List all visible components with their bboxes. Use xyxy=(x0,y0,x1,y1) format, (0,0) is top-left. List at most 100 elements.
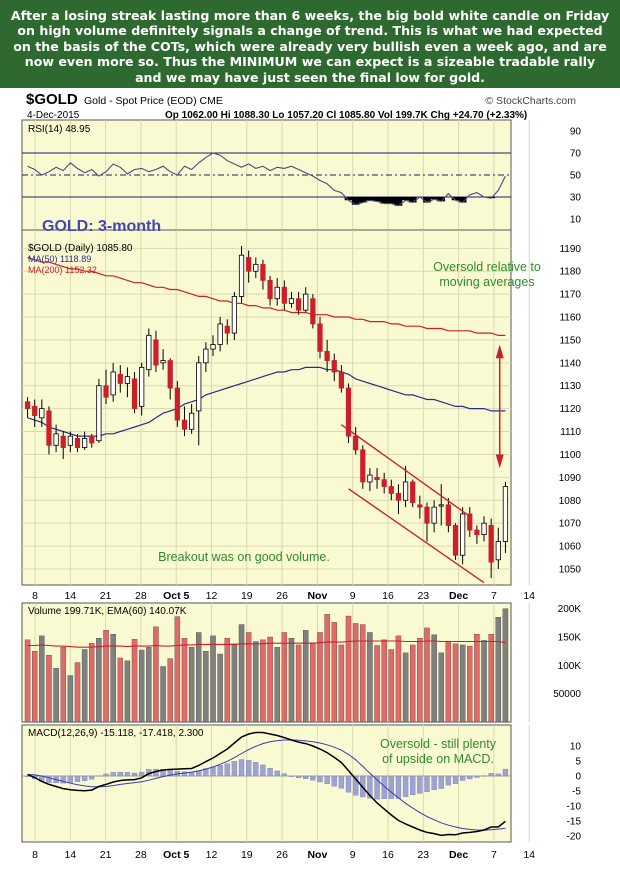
x-tick-label-bottom: 26 xyxy=(276,849,288,861)
up-candle xyxy=(438,504,444,507)
up-candle xyxy=(39,408,45,419)
macd-histogram-bar xyxy=(281,773,287,777)
chart-symbol: $GOLD xyxy=(26,91,78,108)
down-candle xyxy=(131,378,138,410)
volume-bar xyxy=(89,643,95,723)
volume-bar xyxy=(110,634,116,723)
x-tick-label-bottom: 7 xyxy=(491,849,497,861)
macd-histogram-bar xyxy=(110,772,116,777)
x-tick-label-bottom: 23 xyxy=(417,849,429,861)
macd-histogram-bar xyxy=(353,775,359,796)
up-candle xyxy=(203,348,209,364)
price-tick-label: 1190 xyxy=(559,244,581,255)
x-tick-label-top: 28 xyxy=(135,590,147,602)
down-candle xyxy=(267,279,273,300)
down-candle xyxy=(167,360,173,389)
up-candle xyxy=(367,474,373,483)
macd-histogram-bar xyxy=(74,775,81,782)
x-tick-label-top: 14 xyxy=(523,590,535,602)
ma50-line xyxy=(27,366,506,437)
channel-upper-line xyxy=(340,424,471,517)
volume-bar xyxy=(53,668,59,723)
price-tick-label: 1070 xyxy=(559,519,582,530)
macd-tick-label: 5 xyxy=(575,757,581,768)
macd-tick-label: -15 xyxy=(567,817,582,828)
volume-bar xyxy=(131,639,138,723)
volume-bar xyxy=(117,657,124,723)
down-candle xyxy=(331,360,337,373)
volume-bar xyxy=(288,637,295,723)
legend-ma50: MA(50) 1118.89 xyxy=(28,254,91,264)
macd-histogram-bar xyxy=(452,775,459,784)
price-tick-label: 1110 xyxy=(560,427,581,438)
volume-bar xyxy=(96,637,102,723)
volume-bar xyxy=(381,639,387,723)
annotation-macd-line1: Oversold - still plenty xyxy=(380,737,497,751)
down-candle xyxy=(445,504,451,526)
macd-histogram-bar xyxy=(181,771,188,777)
price-tick-label: 1100 xyxy=(559,450,581,461)
macd-histogram-bar xyxy=(367,775,373,799)
price-tick-label: 1170 xyxy=(559,290,581,301)
macd-histogram-bar xyxy=(438,775,444,789)
up-candle xyxy=(502,486,509,542)
x-tick-label-top: 26 xyxy=(276,590,288,602)
macd-histogram-bar xyxy=(246,760,252,777)
volume-bar xyxy=(81,649,88,723)
macd-histogram-bar xyxy=(502,768,509,777)
macd-histogram-bar xyxy=(410,775,416,796)
macd-histogram-bar xyxy=(217,765,223,777)
volume-bar xyxy=(388,649,395,723)
up-candle xyxy=(217,323,223,345)
commentary-text: After a losing streak lasting more than … xyxy=(10,8,610,85)
macd-histogram-bar xyxy=(310,775,316,781)
price-panel-title: GOLD: 3-month xyxy=(42,218,161,235)
rsi-tick-label: 30 xyxy=(570,193,582,204)
macd-histogram-bar xyxy=(231,761,238,777)
macd-histogram-bar xyxy=(224,763,230,777)
price-panel xyxy=(21,229,512,586)
macd-histogram-bar xyxy=(139,771,145,777)
down-candle xyxy=(410,481,416,503)
up-candle xyxy=(238,254,245,297)
macd-histogram-bar xyxy=(331,775,337,787)
volume-bar xyxy=(360,624,366,723)
price-tick-label: 1080 xyxy=(559,496,582,507)
up-candle xyxy=(146,334,152,371)
price-tick-label: 1120 xyxy=(559,404,581,415)
macd-histogram-bar xyxy=(260,764,266,777)
volume-bar xyxy=(74,662,81,723)
down-candle xyxy=(424,506,430,524)
macd-tick-label: 0 xyxy=(575,772,581,783)
macd-tick-label: -5 xyxy=(572,787,581,798)
volume-bar xyxy=(103,630,109,723)
x-tick-label-bottom: 9 xyxy=(350,849,356,861)
macd-histogram-bar xyxy=(445,775,452,786)
down-candle xyxy=(281,286,287,304)
macd-histogram-bar xyxy=(495,773,501,777)
macd-histogram-bar xyxy=(288,775,295,777)
macd-histogram-bar xyxy=(81,775,88,781)
macd-histogram-bar xyxy=(303,775,309,779)
annotation-breakout: Breakout was on good volume. xyxy=(158,550,330,564)
volume-bar xyxy=(324,614,330,723)
x-tick-label-top: 21 xyxy=(100,590,112,602)
down-candle xyxy=(353,435,359,451)
macd-histogram-bar xyxy=(124,772,131,777)
volume-bar xyxy=(224,637,230,723)
down-candle xyxy=(60,435,66,448)
volume-bar xyxy=(124,660,131,723)
macd-tick-label: -10 xyxy=(567,802,582,813)
rsi-line xyxy=(27,152,506,207)
up-candle xyxy=(53,433,59,446)
up-candle xyxy=(288,298,295,304)
price-tick-label: 1180 xyxy=(559,267,581,278)
down-candle xyxy=(381,479,387,487)
up-candle xyxy=(431,506,437,524)
down-candle xyxy=(295,298,302,311)
volume-bar xyxy=(452,643,459,723)
down-candle xyxy=(181,419,188,430)
volume-bar xyxy=(260,639,266,723)
stockcharts-watermark: © StockCharts.com xyxy=(485,95,576,107)
macd-line xyxy=(27,731,506,837)
